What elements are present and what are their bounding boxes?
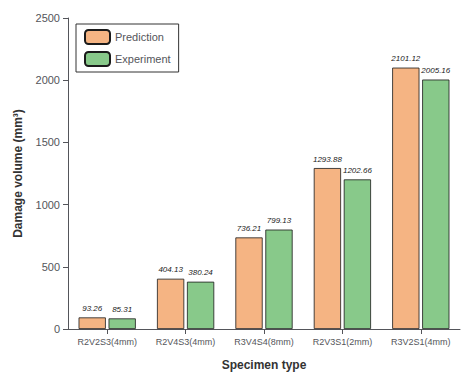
svg-text:85.31: 85.31 xyxy=(112,305,132,314)
svg-text:404.13: 404.13 xyxy=(158,265,183,274)
svg-text:R2V4S3(4mm): R2V4S3(4mm) xyxy=(156,337,216,347)
svg-text:Damage volume (mm³): Damage volume (mm³) xyxy=(11,109,25,238)
svg-text:1500: 1500 xyxy=(36,136,60,148)
svg-text:Prediction: Prediction xyxy=(115,31,164,43)
svg-text:500: 500 xyxy=(42,261,60,273)
svg-text:2101.12: 2101.12 xyxy=(390,54,420,63)
svg-text:2000: 2000 xyxy=(36,74,60,86)
svg-text:799.13: 799.13 xyxy=(267,216,292,225)
svg-text:0: 0 xyxy=(54,323,60,335)
svg-text:R3V2S1(4mm): R3V2S1(4mm) xyxy=(391,337,451,347)
svg-text:R3V4S4(8mm): R3V4S4(8mm) xyxy=(234,337,294,347)
svg-text:2500: 2500 xyxy=(36,12,60,24)
svg-text:380.24: 380.24 xyxy=(188,268,213,277)
svg-text:1293.88: 1293.88 xyxy=(313,155,342,164)
svg-text:Specimen type: Specimen type xyxy=(222,358,307,372)
svg-text:R2V3S1(2mm): R2V3S1(2mm) xyxy=(313,337,373,347)
svg-text:736.21: 736.21 xyxy=(237,224,261,233)
svg-text:Experiment: Experiment xyxy=(115,53,171,65)
svg-text:93.26: 93.26 xyxy=(82,304,103,313)
svg-text:R2V2S3(4mm): R2V2S3(4mm) xyxy=(77,337,137,347)
svg-text:2005.16: 2005.16 xyxy=(420,66,450,75)
svg-text:1000: 1000 xyxy=(36,199,60,211)
svg-text:1202.66: 1202.66 xyxy=(343,166,372,175)
